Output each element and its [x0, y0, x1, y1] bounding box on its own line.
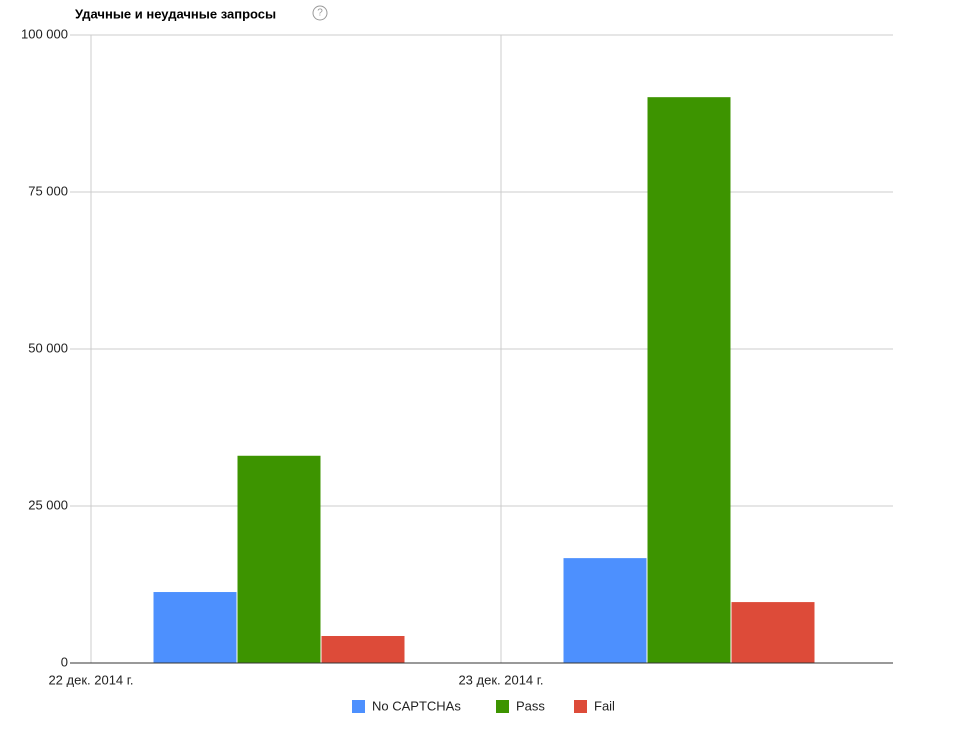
- help-circle: [312, 5, 328, 21]
- legend-swatch: [496, 700, 509, 713]
- bar: [153, 592, 237, 663]
- bar: [731, 602, 815, 663]
- legend-swatch: [574, 700, 587, 713]
- legend-label: No CAPTCHAs: [372, 698, 461, 713]
- help-mark: ?: [317, 8, 323, 19]
- y-tick-label: 75 000: [28, 183, 68, 198]
- bar: [237, 455, 321, 663]
- y-tick-label: 0: [61, 654, 68, 669]
- y-tick-label: 100 000: [21, 26, 68, 41]
- legend-label: Pass: [516, 698, 545, 713]
- y-tick-label: 50 000: [28, 340, 68, 355]
- x-tick-label: 23 дек. 2014 г.: [458, 672, 543, 687]
- legend-swatch: [352, 700, 365, 713]
- bar: [321, 635, 405, 663]
- x-tick-label: 22 дек. 2014 г.: [48, 672, 133, 687]
- chart-title: Удачные и неудачные запросы: [75, 6, 276, 21]
- bar: [647, 97, 731, 663]
- legend-label: Fail: [594, 698, 615, 713]
- help-icon[interactable]: ?: [312, 5, 328, 21]
- bar: [563, 558, 647, 663]
- y-tick-label: 25 000: [28, 497, 68, 512]
